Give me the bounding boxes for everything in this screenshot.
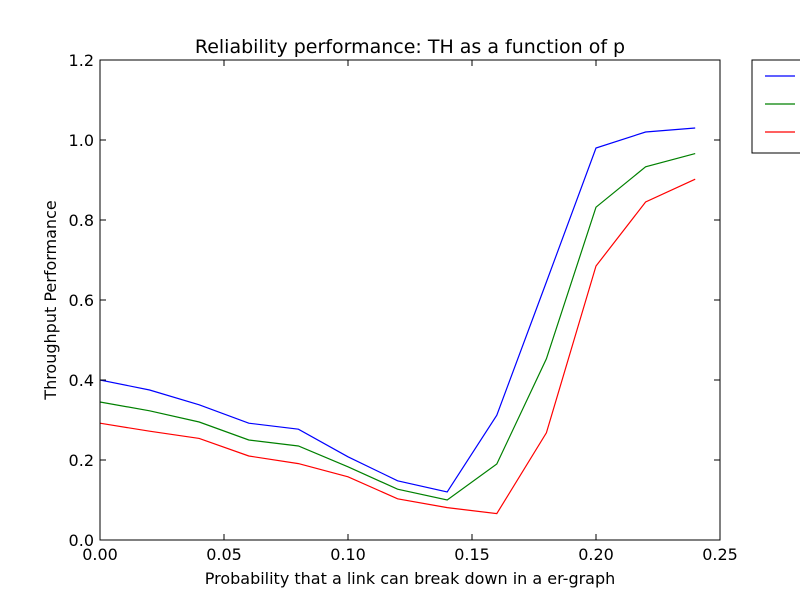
y-axis-label: Throughput Performance — [41, 200, 60, 400]
series-line-2 — [99, 153, 696, 501]
chart-title: Reliability performance: TH as a functio… — [195, 36, 625, 58]
y-tick-label: 0.8 — [69, 211, 94, 230]
series-layer — [99, 127, 696, 515]
y-tick-label: 1.0 — [69, 131, 94, 150]
x-tick-label: 0.25 — [702, 545, 738, 564]
x-tick-label: 0.20 — [578, 545, 614, 564]
legend-entries — [765, 75, 795, 133]
plot-frame — [99, 59, 721, 541]
x-tick-label: 0.00 — [82, 545, 118, 564]
x-tick-label: 0.05 — [206, 545, 242, 564]
x-tick-label: 0.10 — [330, 545, 366, 564]
series-line-1 — [99, 127, 696, 493]
ticks-layer: 0.00 0.05 0.10 0.15 0.20 0.25 0.0 0.2 0.4 0.6 0.8 1… — [69, 51, 738, 564]
x-tick-label: 0.15 — [454, 545, 490, 564]
legend — [751, 59, 800, 154]
x-axis-label: Probability that a link can break down i… — [205, 569, 616, 588]
y-tick-label: 0.2 — [69, 451, 94, 470]
y-tick-label: 1.2 — [69, 51, 94, 70]
series-line-3 — [99, 178, 696, 515]
y-tick-label: 0.4 — [69, 371, 94, 390]
y-tick-label: 0.0 — [69, 531, 94, 550]
legend-frame — [751, 59, 800, 154]
y-tick-label: 0.6 — [69, 291, 94, 310]
